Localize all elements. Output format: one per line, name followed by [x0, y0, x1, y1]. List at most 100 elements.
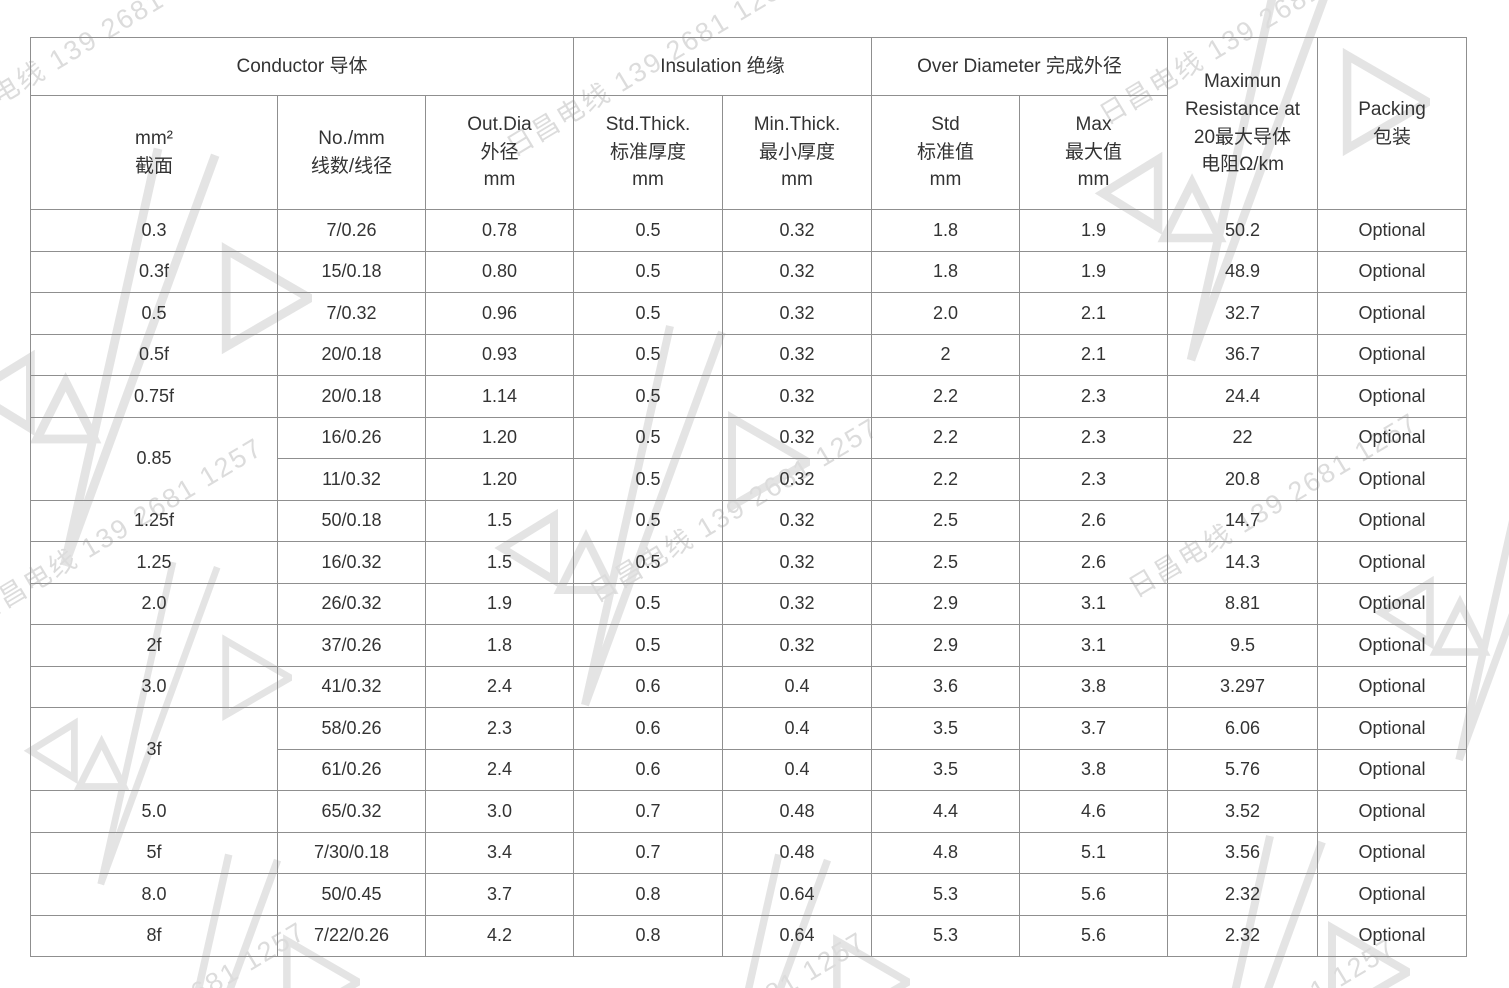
cell-packing: Optional — [1317, 458, 1467, 501]
cell-resistance: 22 — [1167, 416, 1318, 459]
col-header-min-thick: Min.Thick. 最小厚度 mm — [722, 95, 872, 210]
table-row: 0.5 7/0.32 0.96 0.5 0.32 2.0 2.1 32.7 Optional — [30, 292, 1467, 335]
cell-od-max: 3.1 — [1019, 582, 1168, 625]
cell-packing: Optional — [1317, 665, 1467, 708]
cell-resistance: 36.7 — [1167, 333, 1318, 376]
cell-std-thick: 0.8 — [573, 873, 723, 916]
cell-strands: 11/0.32 — [277, 458, 426, 501]
cell-od-max: 5.6 — [1019, 914, 1168, 957]
cell-od-std: 2.9 — [871, 624, 1020, 667]
cell-resistance: 3.56 — [1167, 831, 1318, 874]
cell-od-std: 2.5 — [871, 499, 1020, 542]
cell-strands: 7/30/0.18 — [277, 831, 426, 874]
cell-std-thick: 0.6 — [573, 748, 723, 791]
cell-std-thick: 0.5 — [573, 209, 723, 252]
col-header-std-thick: Std.Thick. 标准厚度 mm — [573, 95, 723, 210]
cell-out-dia: 2.4 — [425, 748, 574, 791]
cell-std-thick: 0.6 — [573, 665, 723, 708]
cell-od-std: 3.5 — [871, 707, 1020, 750]
cell-od-std: 2 — [871, 333, 1020, 376]
cell-resistance: 14.7 — [1167, 499, 1318, 542]
col-header-resistance: Maximun Resistance at 20最大导体 电阻Ω/km — [1167, 37, 1318, 210]
cell-resistance: 8.81 — [1167, 582, 1318, 625]
cell-min-thick: 0.32 — [722, 416, 872, 459]
cell-min-thick: 0.32 — [722, 499, 872, 542]
cell-od-max: 5.1 — [1019, 831, 1168, 874]
cell-strands: 7/0.32 — [277, 292, 426, 335]
cell-resistance: 3.52 — [1167, 790, 1318, 833]
table-row: 1.25f 50/0.18 1.5 0.5 0.32 2.5 2.6 14.7 Optional — [30, 499, 1467, 542]
cell-out-dia: 1.8 — [425, 624, 574, 667]
cell-size: 5f — [30, 831, 278, 874]
cell-od-max: 3.7 — [1019, 707, 1168, 750]
cell-out-dia: 1.9 — [425, 582, 574, 625]
cell-resistance: 2.32 — [1167, 873, 1318, 916]
table-row: 0.85 16/0.26 1.20 0.5 0.32 2.2 2.3 22 Optional — [30, 416, 1467, 501]
cell-size: 1.25 — [30, 541, 278, 584]
cell-min-thick: 0.48 — [722, 790, 872, 833]
cell-od-max: 1.9 — [1019, 250, 1168, 293]
cell-strands: 61/0.26 — [277, 748, 426, 791]
cell-packing: Optional — [1317, 209, 1467, 252]
cell-packing: Optional — [1317, 499, 1467, 542]
cell-od-std: 2.2 — [871, 416, 1020, 459]
cell-packing: Optional — [1317, 624, 1467, 667]
cell-resistance: 48.9 — [1167, 250, 1318, 293]
cell-packing: Optional — [1317, 873, 1467, 916]
cell-od-std: 5.3 — [871, 873, 1020, 916]
col-header-out-dia: Out.Dia 外径 mm — [425, 95, 574, 210]
table-row: 2.0 26/0.32 1.9 0.5 0.32 2.9 3.1 8.81 Optional — [30, 582, 1467, 625]
cell-strands: 20/0.18 — [277, 333, 426, 376]
table-row: 3.0 41/0.32 2.4 0.6 0.4 3.6 3.8 3.297 Optional — [30, 665, 1467, 708]
cell-size: 1.25f — [30, 499, 278, 542]
col-group-over-diameter: Over Diameter 完成外径 — [871, 37, 1168, 96]
cell-packing: Optional — [1317, 582, 1467, 625]
cell-od-std: 2.2 — [871, 375, 1020, 418]
cell-min-thick: 0.4 — [722, 707, 872, 750]
cell-packing: Optional — [1317, 292, 1467, 335]
cell-size: 0.85 — [30, 416, 278, 501]
cell-out-dia: 3.7 — [425, 873, 574, 916]
cell-strands: 50/0.18 — [277, 499, 426, 542]
cell-resistance: 20.8 — [1167, 458, 1318, 501]
cell-min-thick: 0.32 — [722, 292, 872, 335]
table-row: 8f 7/22/0.26 4.2 0.8 0.64 5.3 5.6 2.32 Optional — [30, 914, 1467, 957]
cell-std-thick: 0.5 — [573, 499, 723, 542]
cell-out-dia: 1.20 — [425, 416, 574, 459]
cell-od-max: 5.6 — [1019, 873, 1168, 916]
header-column-row: mm² 截面 No./mm 线数/线径 Out.Dia 外径 mm Std.Th… — [30, 95, 1467, 210]
cell-packing: Optional — [1317, 333, 1467, 376]
cell-min-thick: 0.32 — [722, 250, 872, 293]
cell-strands: 50/0.45 — [277, 873, 426, 916]
cell-od-max: 2.6 — [1019, 541, 1168, 584]
cell-strands: 7/22/0.26 — [277, 914, 426, 957]
cell-std-thick: 0.5 — [573, 541, 723, 584]
table-body: 0.3 7/0.26 0.78 0.5 0.32 1.8 1.9 50.2 Optional 0.… — [30, 209, 1467, 957]
cell-out-dia: 0.80 — [425, 250, 574, 293]
cell-od-max: 2.3 — [1019, 375, 1168, 418]
cell-size: 2.0 — [30, 582, 278, 625]
cell-out-dia: 0.93 — [425, 333, 574, 376]
cell-out-dia: 4.2 — [425, 914, 574, 957]
cell-strands: 41/0.32 — [277, 665, 426, 708]
cell-size: 8f — [30, 914, 278, 957]
cell-out-dia: 2.4 — [425, 665, 574, 708]
cell-resistance: 14.3 — [1167, 541, 1318, 584]
cell-out-dia: 0.96 — [425, 292, 574, 335]
cell-resistance: 5.76 — [1167, 748, 1318, 791]
cell-size: 2f — [30, 624, 278, 667]
cell-strands: 58/0.26 — [277, 707, 426, 750]
cell-min-thick: 0.32 — [722, 582, 872, 625]
cell-od-std: 2.0 — [871, 292, 1020, 335]
cell-std-thick: 0.5 — [573, 582, 723, 625]
cell-od-std: 3.5 — [871, 748, 1020, 791]
cell-resistance: 9.5 — [1167, 624, 1318, 667]
cell-resistance: 32.7 — [1167, 292, 1318, 335]
col-group-insulation: Insulation 绝缘 — [573, 37, 872, 96]
cell-out-dia: 3.4 — [425, 831, 574, 874]
col-header-strands: No./mm 线数/线径 — [277, 95, 426, 210]
cell-resistance: 24.4 — [1167, 375, 1318, 418]
cell-packing: Optional — [1317, 914, 1467, 957]
cell-std-thick: 0.5 — [573, 375, 723, 418]
cell-od-max: 2.6 — [1019, 499, 1168, 542]
